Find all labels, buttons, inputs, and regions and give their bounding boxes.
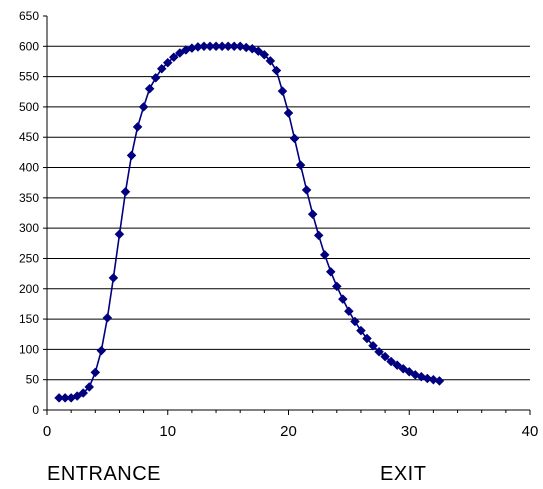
y-tick-label: 150 [19,312,39,326]
series-line [59,45,440,399]
data-point [265,56,276,66]
y-tick-label: 400 [19,161,39,175]
y-tick-label: 300 [19,221,39,235]
data-point [295,160,306,170]
y-tick-label: 250 [19,251,39,265]
data-point [259,49,270,60]
y-tick-label: 500 [19,100,39,114]
data-point [90,367,101,378]
data-point [289,133,300,144]
data-point [325,266,336,277]
y-tick-label: 100 [19,342,39,356]
data-point [301,185,312,195]
data-point [313,230,324,241]
data-point [331,281,342,292]
data-point [84,382,95,392]
data-point [132,122,143,132]
data-point [319,249,330,260]
grid-lines [47,45,530,381]
y-tick-label: 200 [19,282,39,296]
y-tick-label: 50 [26,373,40,387]
series-markers [54,41,445,403]
y-tick-label: 450 [19,130,39,144]
data-point [277,86,288,97]
data-point [271,65,282,76]
data-point [114,229,125,240]
data-point [374,346,384,357]
x-tick-label: 40 [522,423,539,440]
y-tick-label: 600 [19,39,39,53]
exit-label: EXIT [380,463,427,485]
y-tick-label: 350 [19,191,39,205]
data-point [350,316,360,327]
axes [43,15,531,415]
data-point [392,360,403,370]
data-point [434,376,445,386]
data-point [356,325,366,336]
x-tick-label: 30 [401,423,418,440]
data-point [362,333,372,344]
data-point [386,356,396,367]
y-tick-label: 650 [19,9,39,23]
data-point [102,313,113,323]
data-point [150,72,161,83]
data-point [144,83,155,94]
x-tick-label: 0 [43,423,51,440]
data-point [380,351,390,362]
x-tick-label: 10 [159,423,176,440]
y-tick-labels: 0 50 100 150 200 250 300 350 400 450 500 550 600 650 [19,9,39,417]
y-tick-label: 0 [32,403,39,417]
data-point [138,102,149,112]
data-point [283,108,294,118]
data-point [156,63,167,74]
data-point [78,388,89,398]
entrance-label: ENTRANCE [47,463,162,485]
y-tick-label: 550 [19,70,39,84]
data-point [344,306,354,317]
data-point [168,52,179,63]
data-point [337,294,348,304]
data-point [108,273,119,283]
data-point [120,186,131,197]
data-point [307,209,318,220]
x-tick-label: 20 [280,423,297,440]
data-point [368,340,378,351]
data-point [96,345,107,356]
data-point [253,46,264,57]
data-point [126,150,137,161]
data-point [162,57,173,68]
x-tick-labels: 0 10 20 30 40 [43,423,539,440]
